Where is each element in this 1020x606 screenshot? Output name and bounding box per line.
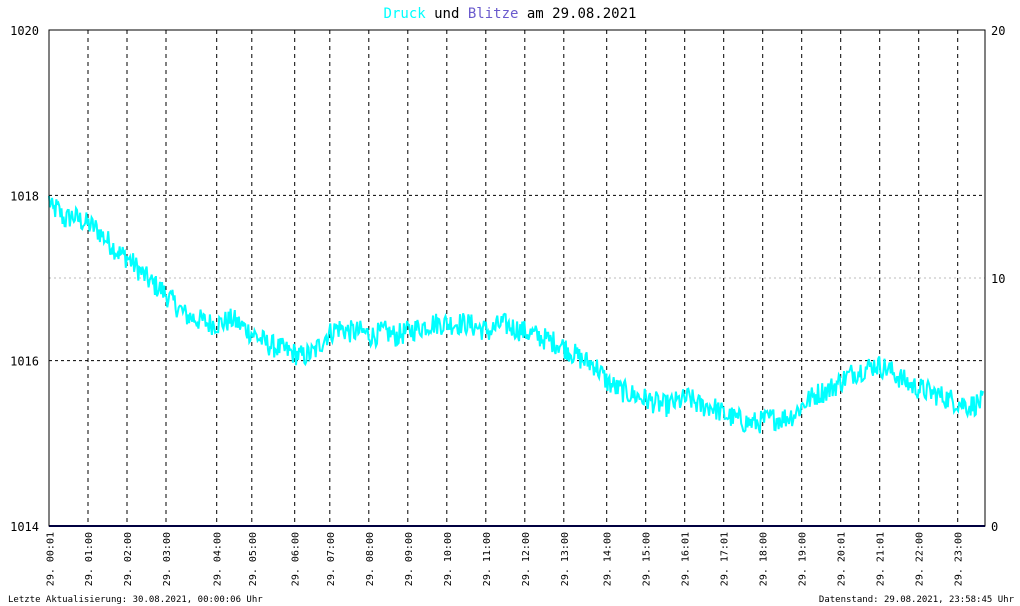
x-tick-label: 29. 14:00 xyxy=(603,532,614,586)
x-tick-label: 29. 10:00 xyxy=(443,532,454,586)
y-right-tick-label: 20 xyxy=(991,24,1005,38)
x-tick-label: 29. 02:00 xyxy=(123,532,134,586)
series-druck-line xyxy=(48,195,984,434)
x-tick-label: 29. 07:00 xyxy=(326,532,337,586)
x-tick-label: 29. 23:00 xyxy=(954,532,965,586)
grid-lines xyxy=(49,30,985,526)
x-tick-label: 29. 04:00 xyxy=(213,532,224,586)
x-tick-label: 29. 13:00 xyxy=(560,532,571,586)
title-blitze: Blitze xyxy=(468,6,519,22)
x-tick-label: 29. 12:00 xyxy=(521,532,532,586)
title-druck: Druck xyxy=(384,6,427,22)
x-tick-label: 29. 09:00 xyxy=(404,532,415,586)
x-tick-label: 29. 18:00 xyxy=(759,532,770,586)
title-und: und xyxy=(426,6,468,22)
x-tick-label: 29. 11:00 xyxy=(482,532,493,586)
x-tick-label: 29. 16:01 xyxy=(681,532,692,586)
x-tick-label: 29. 00:01 xyxy=(46,532,57,586)
x-tick-label: 29. 17:01 xyxy=(720,532,731,586)
x-tick-label: 29. 15:00 xyxy=(642,532,653,586)
x-tick-label: 29. 22:00 xyxy=(915,532,926,586)
y-right-tick-label: 10 xyxy=(991,272,1005,286)
x-tick-label: 29. 05:00 xyxy=(248,532,259,586)
y-left-tick-label: 1014 xyxy=(10,520,39,534)
chart-title: Druck und Blitze am 29.08.2021 xyxy=(384,6,637,22)
x-tick-label: 29. 03:00 xyxy=(162,532,173,586)
title-date: am 29.08.2021 xyxy=(518,6,636,22)
y-right-tick-label: 0 xyxy=(991,520,998,534)
x-tick-label: 29. 21:01 xyxy=(876,532,887,586)
y-left-tick-label: 1020 xyxy=(10,24,39,38)
footer-data-status: Datenstand: 29.08.2021, 23:58:45 Uhr xyxy=(819,595,1015,605)
x-tick-label: 29. 06:00 xyxy=(291,532,302,586)
plot-frame xyxy=(48,29,986,527)
y-left-tick-label: 1016 xyxy=(10,355,39,369)
x-tick-label: 29. 08:00 xyxy=(365,532,376,586)
x-tick-label: 29. 19:00 xyxy=(798,532,809,586)
x-tick-label: 29. 20:01 xyxy=(837,532,848,586)
y-left-tick-label: 1018 xyxy=(10,189,39,203)
x-tick-label: 29. 01:00 xyxy=(84,532,95,586)
footer-last-update: Letzte Aktualisierung: 30.08.2021, 00:00… xyxy=(8,595,263,605)
